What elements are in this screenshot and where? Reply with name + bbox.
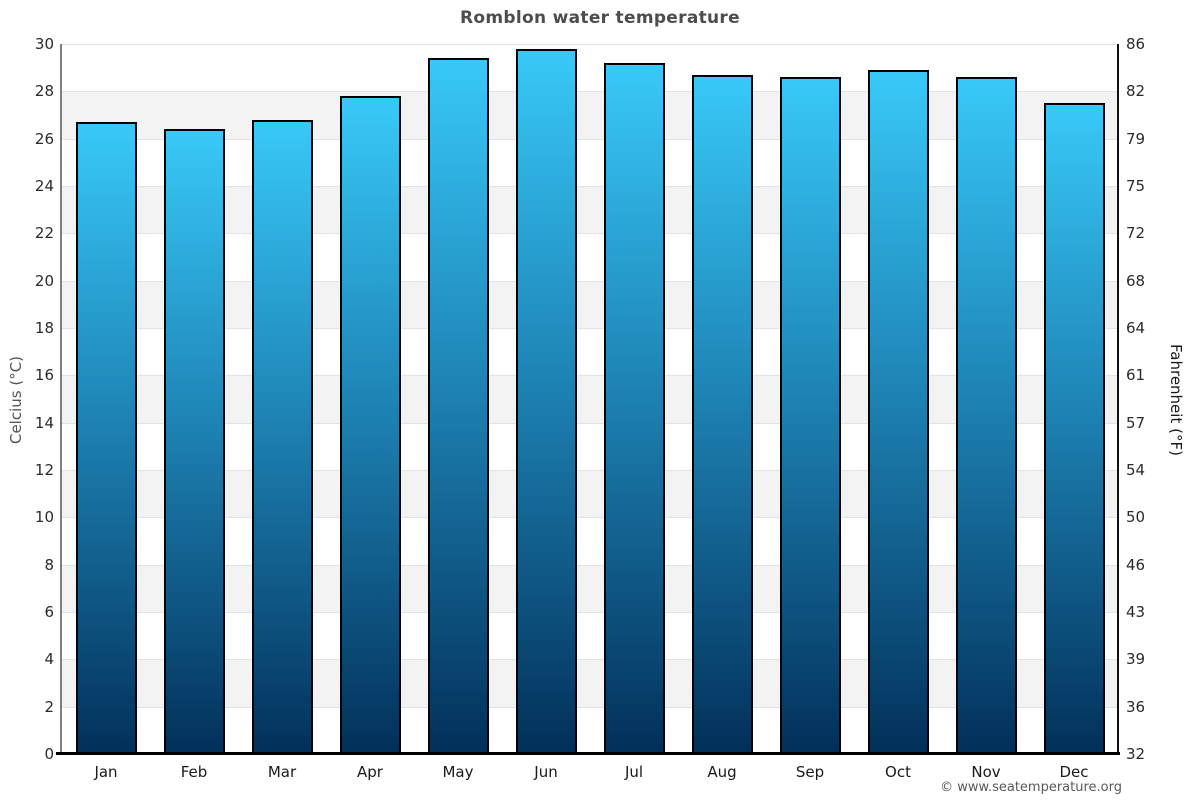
background-band [62, 470, 1118, 518]
fahrenheit-tick-label: 39 [1126, 650, 1146, 669]
gridline [62, 44, 1118, 45]
copyright-text: © www.seatemperature.org [940, 780, 1122, 795]
celsius-tick-label: 26 [34, 129, 54, 148]
temperature-bar-apr [339, 96, 401, 754]
celsius-tick-label: 30 [34, 35, 54, 53]
right-axis-title: Fahrenheit (°F) [1167, 344, 1185, 456]
temperature-bar-aug [691, 74, 753, 754]
celsius-tick-label: 28 [34, 82, 54, 101]
month-label-sep: Sep [795, 763, 825, 781]
fahrenheit-tick-label: 75 [1126, 177, 1146, 195]
fahrenheit-tick-label: 86 [1126, 35, 1146, 53]
gridline [62, 233, 1118, 234]
temperature-bar-jul [603, 62, 665, 754]
fahrenheit-tick-label: 68 [1126, 271, 1146, 290]
chart-title: Romblon water temperature [460, 8, 740, 28]
temperature-bar-feb [163, 129, 225, 754]
gridline [62, 423, 1118, 424]
celsius-tick-label: 18 [34, 319, 54, 337]
fahrenheit-tick-label: 79 [1126, 129, 1146, 148]
temperature-bar-jan [75, 122, 137, 754]
temperature-bar-may [427, 58, 489, 754]
fahrenheit-tick-label: 46 [1126, 555, 1146, 574]
background-band [62, 233, 1118, 281]
celsius-tick-label: 16 [34, 366, 54, 385]
fahrenheit-tick-label: 82 [1126, 82, 1146, 101]
fahrenheit-tick-label: 36 [1126, 697, 1146, 716]
background-band [62, 375, 1118, 423]
celsius-tick-label: 4 [44, 650, 54, 669]
background-band [62, 44, 1118, 92]
gridline [62, 375, 1118, 376]
celsius-tick-label: 0 [44, 745, 54, 763]
month-label-may: May [442, 763, 474, 781]
celsius-tick-label: 10 [34, 508, 54, 527]
background-band [62, 564, 1118, 612]
fahrenheit-tick-label: 72 [1126, 224, 1146, 243]
month-label-feb: Feb [180, 763, 208, 781]
fahrenheit-tick-label: 32 [1126, 745, 1146, 763]
month-label-jan: Jan [94, 763, 118, 781]
background-band [62, 328, 1118, 376]
background-band [62, 612, 1118, 660]
fahrenheit-tick-label: 57 [1126, 413, 1146, 432]
background-band [62, 186, 1118, 234]
background-band [62, 706, 1118, 754]
month-label-aug: Aug [707, 763, 737, 781]
background-band [62, 280, 1118, 328]
celsius-tick-label: 12 [34, 461, 54, 479]
month-label-apr: Apr [357, 763, 383, 781]
gridline [62, 470, 1118, 471]
temperature-bar-jun [515, 48, 577, 754]
temperature-bar-dec [1043, 103, 1105, 754]
gridline [62, 707, 1118, 708]
fahrenheit-tick-label: 61 [1126, 366, 1146, 385]
temperature-bar-sep [779, 77, 841, 754]
month-label-dec: Dec [1059, 763, 1089, 781]
fahrenheit-tick-label: 54 [1126, 461, 1146, 479]
gridline [62, 328, 1118, 329]
background-band [62, 91, 1118, 139]
month-label-nov: Nov [971, 763, 1001, 781]
month-label-jul: Jul [624, 763, 644, 781]
background-band [62, 517, 1118, 565]
month-label-oct: Oct [885, 763, 911, 781]
gridline [62, 281, 1118, 282]
celsius-tick-label: 2 [44, 697, 54, 716]
background-band [62, 138, 1118, 186]
fahrenheit-tick-label: 50 [1126, 508, 1146, 527]
celsius-tick-label: 20 [34, 271, 54, 290]
left-axis-line [60, 44, 62, 754]
celsius-tick-label: 8 [44, 555, 54, 574]
gridline [62, 186, 1118, 187]
celsius-tick-label: 22 [34, 224, 54, 243]
month-label-jun: Jun [534, 763, 558, 781]
fahrenheit-tick-label: 64 [1126, 319, 1146, 337]
temperature-bar-mar [251, 119, 313, 754]
gridline [62, 91, 1118, 92]
celsius-tick-label: 24 [34, 177, 54, 195]
background-band [62, 659, 1118, 707]
plot-area [62, 44, 1118, 754]
fahrenheit-tick-label: 43 [1126, 603, 1146, 621]
temperature-bar-nov [955, 77, 1017, 754]
gridline [62, 139, 1118, 140]
gridline [62, 612, 1118, 613]
gridline [62, 517, 1118, 518]
gridline [62, 659, 1118, 660]
background-band [62, 422, 1118, 470]
gridline [62, 565, 1118, 566]
month-label-mar: Mar [267, 763, 297, 781]
celsius-tick-label: 14 [34, 413, 54, 432]
celsius-tick-label: 6 [44, 603, 54, 621]
left-axis-title: Celcius (°C) [7, 355, 25, 445]
bottom-axis-line [56, 752, 1120, 755]
right-axis-line [1117, 44, 1119, 754]
temperature-bar-oct [867, 70, 929, 754]
